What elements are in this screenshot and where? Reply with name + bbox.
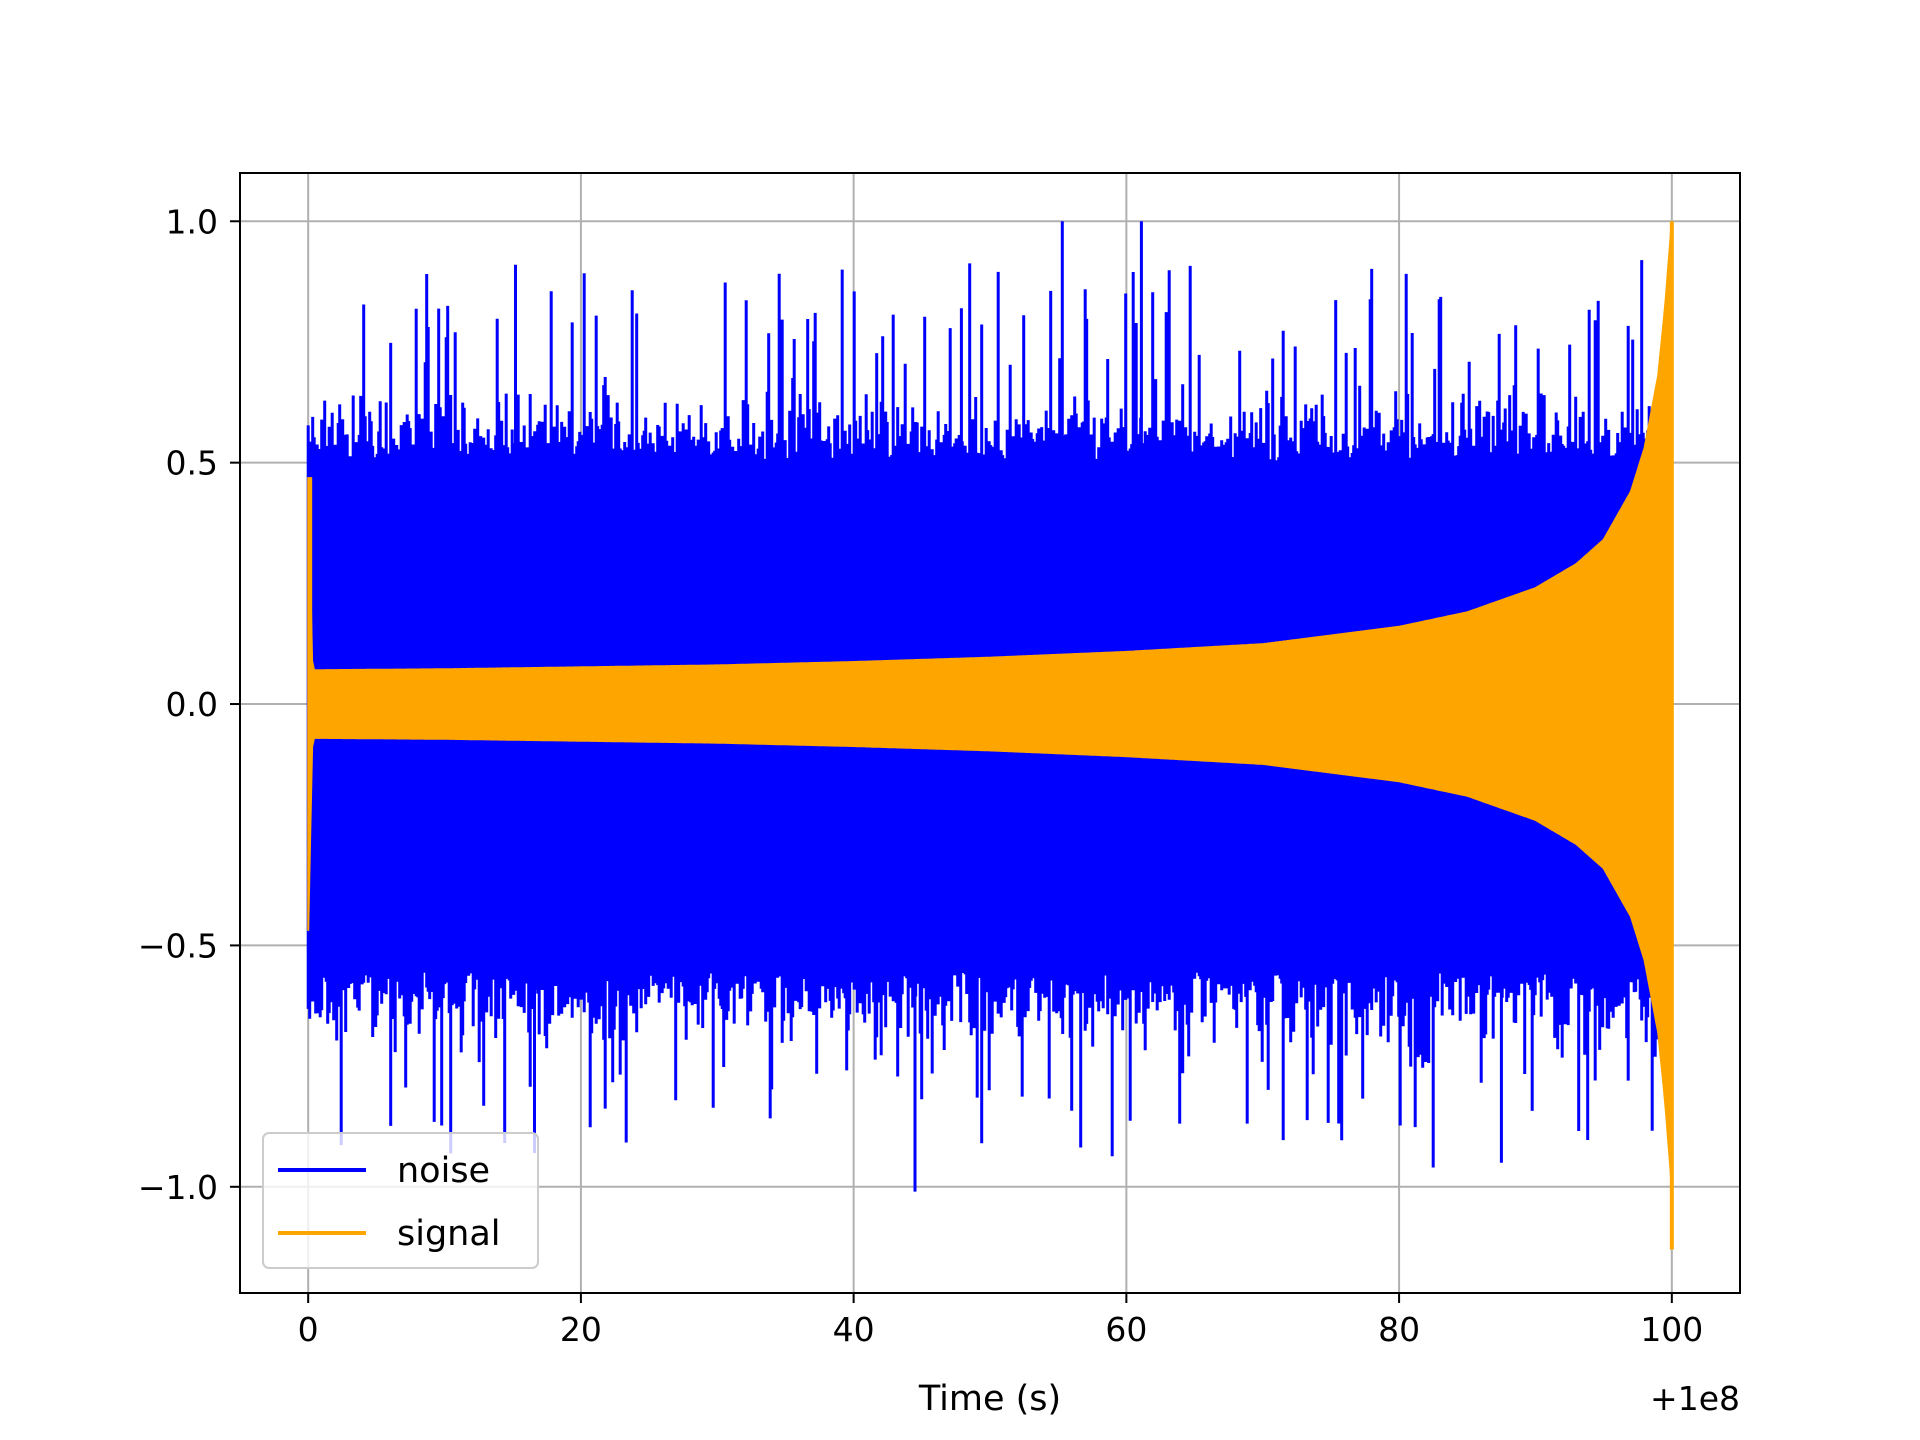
y-tick-label: 0.0 bbox=[166, 685, 218, 724]
y-tick-label: 0.5 bbox=[166, 444, 218, 483]
y-tick-label: −1.0 bbox=[138, 1168, 218, 1207]
x-tick-label: 20 bbox=[560, 1310, 602, 1349]
legend: noise signal bbox=[262, 1132, 539, 1269]
x-tick-label: 0 bbox=[298, 1310, 319, 1349]
x-tick-label: 80 bbox=[1378, 1310, 1420, 1349]
y-tick-label: −0.5 bbox=[138, 926, 218, 965]
signal-series bbox=[307, 221, 1674, 1250]
legend-noise-label: noise bbox=[397, 1151, 490, 1191]
x-axis-label: Time (s) bbox=[918, 1379, 1061, 1419]
x-tick-label: 60 bbox=[1105, 1310, 1147, 1349]
x-offset-label: +1e8 bbox=[1650, 1379, 1740, 1418]
axis-ticks: 0 20 40 60 80 100 1.0 0.5 0.0 −0.5 −1.0 bbox=[138, 202, 1703, 1349]
plot-frame bbox=[239, 172, 1741, 1294]
x-tick-label: 100 bbox=[1640, 1310, 1703, 1349]
legend-signal-label: signal bbox=[397, 1214, 501, 1254]
x-tick-label: 40 bbox=[833, 1310, 875, 1349]
y-tick-label: 1.0 bbox=[166, 202, 218, 241]
